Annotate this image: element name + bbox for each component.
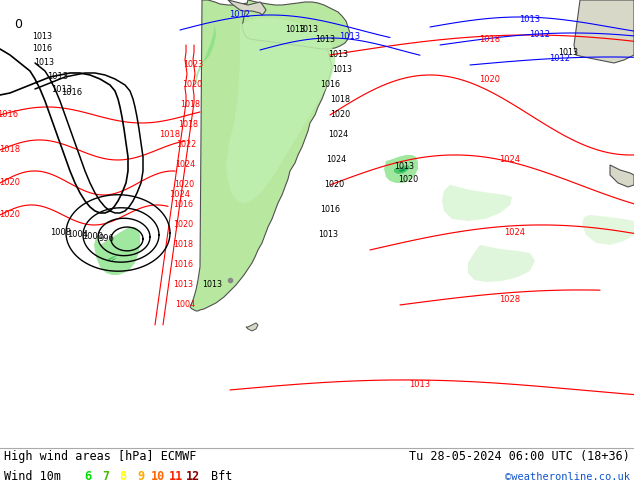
- Text: 1004: 1004: [67, 230, 89, 240]
- Text: 1020: 1020: [324, 180, 344, 190]
- Text: 1013: 1013: [51, 85, 72, 95]
- Text: ©weatheronline.co.uk: ©weatheronline.co.uk: [505, 472, 630, 482]
- Polygon shape: [226, 18, 335, 203]
- Text: 1018: 1018: [479, 35, 501, 45]
- Text: 9: 9: [137, 470, 144, 484]
- Text: 1016: 1016: [32, 45, 52, 53]
- Polygon shape: [384, 155, 418, 183]
- Text: 1020: 1020: [0, 211, 20, 220]
- Text: 1016: 1016: [173, 261, 193, 270]
- Text: 1018: 1018: [159, 130, 181, 140]
- Text: 1024: 1024: [505, 228, 526, 238]
- Text: 1016: 1016: [173, 200, 193, 209]
- Text: 6: 6: [84, 470, 91, 484]
- Text: 1020: 1020: [398, 175, 418, 184]
- Text: 1013: 1013: [315, 35, 335, 45]
- Text: 1020: 1020: [0, 178, 20, 188]
- Text: 1018: 1018: [178, 121, 198, 129]
- Text: 1024: 1024: [169, 191, 190, 199]
- Text: 1013: 1013: [410, 380, 430, 390]
- Text: 1013: 1013: [34, 58, 54, 68]
- Text: 1012: 1012: [529, 30, 550, 40]
- Text: 1016: 1016: [320, 205, 340, 215]
- Text: 1020: 1020: [330, 110, 350, 120]
- Text: Bft: Bft: [210, 470, 232, 484]
- Text: 1020: 1020: [479, 75, 500, 84]
- Text: 1023: 1023: [183, 60, 203, 70]
- Text: 1018: 1018: [0, 146, 20, 154]
- Polygon shape: [442, 185, 512, 221]
- Text: 1013: 1013: [173, 280, 193, 290]
- Polygon shape: [112, 256, 121, 261]
- Polygon shape: [394, 165, 410, 174]
- Text: 1018: 1018: [173, 241, 193, 249]
- Polygon shape: [574, 0, 634, 63]
- Polygon shape: [246, 323, 258, 331]
- Text: 1013: 1013: [318, 230, 338, 240]
- Text: 1028: 1028: [500, 295, 521, 304]
- Polygon shape: [610, 165, 634, 187]
- Polygon shape: [228, 0, 266, 15]
- Text: 1020: 1020: [174, 180, 194, 190]
- Text: 1013: 1013: [394, 163, 414, 172]
- Text: 1013: 1013: [285, 25, 305, 34]
- Text: 1000: 1000: [82, 232, 103, 242]
- Text: 1013: 1013: [332, 66, 352, 74]
- Text: 12: 12: [186, 470, 200, 484]
- Text: 1012: 1012: [550, 54, 571, 64]
- Polygon shape: [242, 0, 350, 49]
- Text: 1024: 1024: [175, 160, 195, 170]
- Text: 1012: 1012: [230, 10, 250, 20]
- Text: 1013: 1013: [32, 32, 52, 42]
- Polygon shape: [94, 227, 140, 275]
- Text: 1004: 1004: [175, 300, 195, 310]
- Text: 10: 10: [151, 470, 165, 484]
- Text: 1013: 1013: [558, 49, 578, 57]
- Text: 7: 7: [102, 470, 109, 484]
- Polygon shape: [196, 25, 216, 85]
- Text: Tu 28-05-2024 06:00 UTC (18+36): Tu 28-05-2024 06:00 UTC (18+36): [409, 450, 630, 464]
- Text: High wind areas [hPa] ECMWF: High wind areas [hPa] ECMWF: [4, 450, 197, 464]
- Text: 1013: 1013: [202, 280, 222, 290]
- Polygon shape: [468, 245, 535, 282]
- Text: 1020: 1020: [173, 220, 193, 229]
- Text: 1013: 1013: [48, 73, 68, 81]
- Text: 996: 996: [98, 234, 114, 244]
- Text: 1016: 1016: [61, 89, 82, 98]
- Text: 1016: 1016: [320, 80, 340, 90]
- Polygon shape: [108, 251, 124, 261]
- Text: 1008: 1008: [51, 228, 72, 238]
- Text: 1013: 1013: [298, 25, 318, 34]
- Text: Wind 10m: Wind 10m: [4, 470, 61, 484]
- Polygon shape: [582, 215, 634, 245]
- Text: 1013: 1013: [519, 16, 541, 24]
- Polygon shape: [190, 0, 332, 311]
- Text: 0: 0: [14, 19, 22, 31]
- Text: 1024: 1024: [500, 155, 521, 165]
- Text: 1013: 1013: [339, 32, 361, 42]
- Text: 1013: 1013: [328, 50, 348, 59]
- Text: 1024: 1024: [326, 155, 346, 165]
- Text: 11: 11: [169, 470, 183, 484]
- Polygon shape: [399, 168, 406, 172]
- Text: 1016: 1016: [0, 110, 18, 120]
- Text: 1022: 1022: [176, 141, 196, 149]
- Text: 1018: 1018: [330, 96, 350, 104]
- Text: 1018: 1018: [180, 100, 200, 109]
- Text: 1024: 1024: [328, 130, 348, 140]
- Text: 1020: 1020: [182, 80, 202, 90]
- Text: 8: 8: [119, 470, 127, 484]
